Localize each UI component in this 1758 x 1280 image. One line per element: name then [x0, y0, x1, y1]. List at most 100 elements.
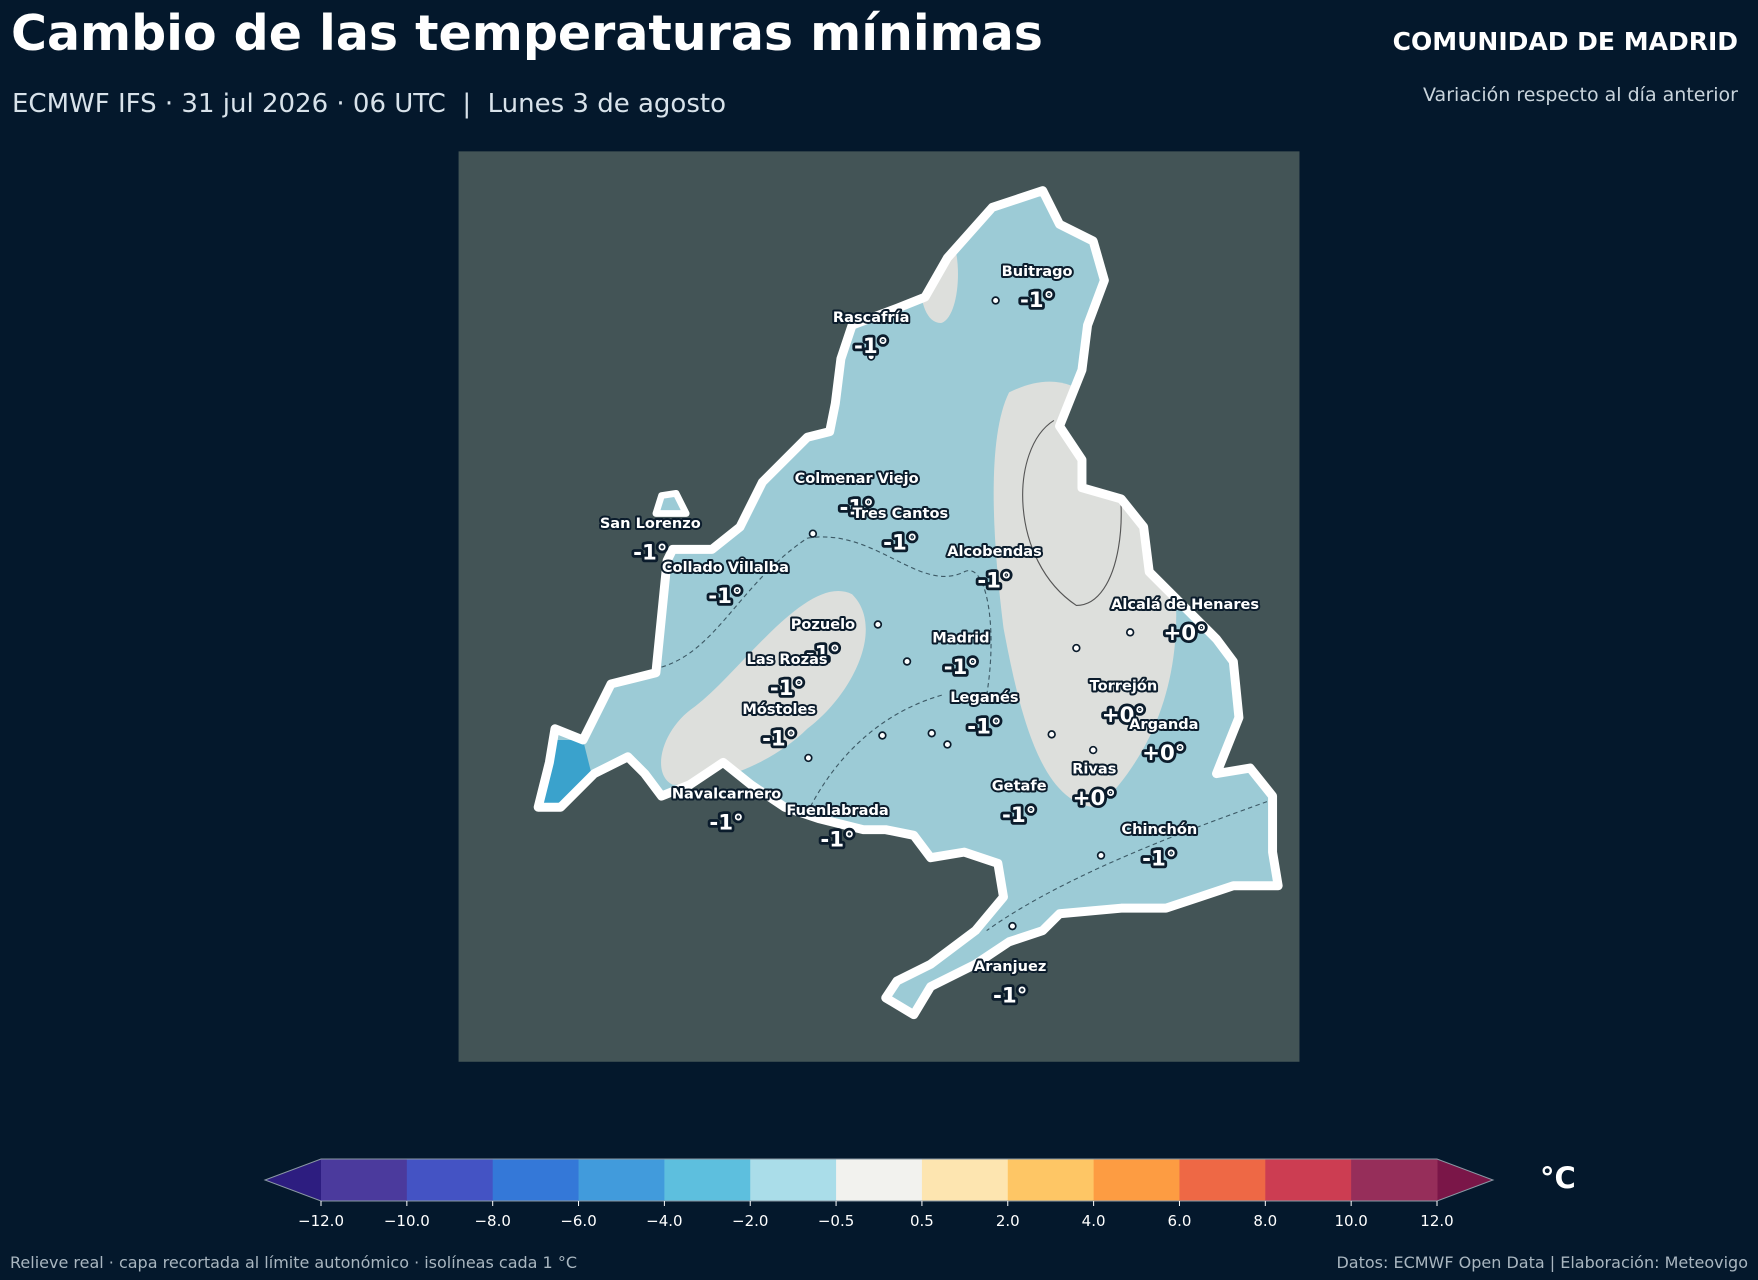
- colorbar-tick-label: −6.0: [560, 1212, 596, 1230]
- city-value: -1°: [839, 496, 873, 521]
- colorbar-tick-label: 0.5: [910, 1212, 934, 1230]
- city-value: -1°: [762, 727, 796, 752]
- city-marker: [873, 620, 883, 629]
- city-name: Fuenlabrada: [786, 802, 888, 819]
- city-value: -1°: [967, 714, 1001, 739]
- city-name: Rascafría: [833, 309, 910, 326]
- city-value: -1°: [708, 584, 742, 609]
- city-value: -1°: [854, 334, 888, 359]
- city-value: -1°: [883, 530, 917, 555]
- city-layer: Buitrago -1° Rascafría -1° Colmenar Viejo -1°…: [598, 261, 1261, 1011]
- colorbar: −12.0 −10.0 −8.0 −6.0 −4.0 −2.0 −0.5 0.5 2.0 4.0 6…: [263, 1158, 1495, 1230]
- city-name: Tres Cantos: [852, 505, 948, 522]
- colorbar-segment: [1093, 1159, 1180, 1201]
- footer-left: Relieve real · capa recortada al límite …: [10, 1253, 577, 1272]
- colorbar-segment: [406, 1159, 494, 1201]
- city-name: Torrejón: [1090, 678, 1158, 695]
- city-marker: [804, 753, 813, 763]
- colorbar-segment: [578, 1159, 665, 1201]
- colorbar-segment: [921, 1159, 1009, 1201]
- city-name: Getafe: [992, 777, 1047, 794]
- city-name: Colmenar Viejo: [795, 470, 919, 487]
- enclave: [652, 489, 690, 517]
- city-value: -1°: [709, 811, 743, 836]
- city-name: Alcalá de Henares: [1111, 596, 1259, 613]
- city-name: Alcobendas: [947, 543, 1042, 560]
- colorbar-segment: [664, 1159, 751, 1201]
- city-marker: [1088, 745, 1098, 755]
- city-marker: [902, 657, 912, 666]
- colorbar-tick-label: −8.0: [474, 1212, 510, 1230]
- city-marker: [878, 731, 887, 740]
- colorbar-segment: [1007, 1159, 1095, 1201]
- subtitle: ECMWF IFS · 31 jul 2026 · 06 UTC | Lunes…: [12, 89, 726, 119]
- colorbar-unit: °C: [1540, 1161, 1576, 1195]
- colorbar-segment: [1179, 1159, 1266, 1201]
- colorbar-segment: [1351, 1159, 1438, 1201]
- city-name: Chinchón: [1121, 821, 1197, 838]
- city-value: -1°: [633, 540, 667, 565]
- city-marker: [927, 729, 936, 738]
- map: Buitrago -1° Rascafría -1° Colmenar Viejo -1°…: [458, 151, 1300, 1062]
- city-marker: [738, 556, 747, 565]
- city-marker: [1125, 628, 1135, 637]
- city-name: Pozuelo: [791, 616, 855, 633]
- city-name: Buitrago: [1002, 263, 1073, 280]
- city-name: Navalcarnero: [672, 785, 781, 802]
- colorbar-tick-label: −0.5: [818, 1212, 854, 1230]
- colorbar-segment: [750, 1159, 837, 1201]
- city-marker: [991, 296, 1000, 305]
- colorbar-tick-label: −12.0: [298, 1212, 344, 1230]
- city-marker: [1047, 730, 1056, 739]
- city-marker: [1096, 851, 1106, 860]
- city-value: +0°: [1073, 786, 1116, 811]
- city-marker: [866, 352, 876, 361]
- colorbar-tick-label: −2.0: [732, 1212, 768, 1230]
- city-value: +0°: [1163, 621, 1206, 646]
- colorbar-tick-label: 12.0: [1420, 1212, 1453, 1230]
- city-name: Móstoles: [742, 701, 816, 718]
- city-value: -1°: [1002, 803, 1036, 828]
- city-value: +0°: [1142, 741, 1185, 766]
- colorbar-segment: [1265, 1159, 1352, 1201]
- colorbar-tick-label: 10.0: [1334, 1212, 1367, 1230]
- colorbar-tick-label: 4.0: [1082, 1212, 1106, 1230]
- footer-right: Datos: ECMWF Open Data | Elaboración: Me…: [1336, 1253, 1748, 1272]
- city-marker: [808, 529, 818, 538]
- city-value: -1°: [944, 655, 978, 680]
- city-marker: [1072, 643, 1081, 653]
- city-name: Madrid: [932, 629, 989, 646]
- city-value: -1°: [993, 983, 1027, 1008]
- colorbar-segment: [836, 1159, 923, 1201]
- city-name: Las Rozas: [747, 651, 828, 668]
- city-name: Leganés: [950, 689, 1018, 706]
- colorbar-tick-label: −4.0: [646, 1212, 682, 1230]
- colorbar-over: [1437, 1159, 1493, 1201]
- city-marker: [943, 740, 952, 749]
- title: Cambio de las temperaturas mínimas: [11, 5, 1043, 62]
- colorbar-tick-label: 2.0: [996, 1212, 1020, 1230]
- city-value: -1°: [806, 641, 840, 666]
- region-title: COMUNIDAD DE MADRID: [1393, 27, 1738, 56]
- city-value: -1°: [820, 828, 854, 853]
- city-name: Arganda: [1129, 716, 1198, 733]
- city-name: Rivas: [1072, 761, 1116, 778]
- city-name: San Lorenzo: [600, 515, 701, 532]
- city-value: -1°: [1020, 288, 1054, 313]
- city-value: -1°: [977, 569, 1011, 594]
- city-marker: [1008, 921, 1017, 931]
- colorbar-tick-label: 6.0: [1168, 1212, 1192, 1230]
- colorbar-tick-label: 8.0: [1253, 1212, 1277, 1230]
- city-value: +0°: [1102, 703, 1145, 728]
- colorbar-segment: [321, 1159, 408, 1201]
- colorbar-under: [265, 1159, 321, 1201]
- region-note: Variación respecto al día anterior: [1423, 84, 1738, 106]
- colorbar-tick-label: −10.0: [384, 1212, 430, 1230]
- city-value: -1°: [1142, 847, 1176, 872]
- city-name: Aranjuez: [974, 958, 1046, 975]
- city-name: Collado Villalba: [662, 559, 789, 576]
- city-value: -1°: [770, 676, 804, 701]
- colorbar-segment: [492, 1159, 580, 1201]
